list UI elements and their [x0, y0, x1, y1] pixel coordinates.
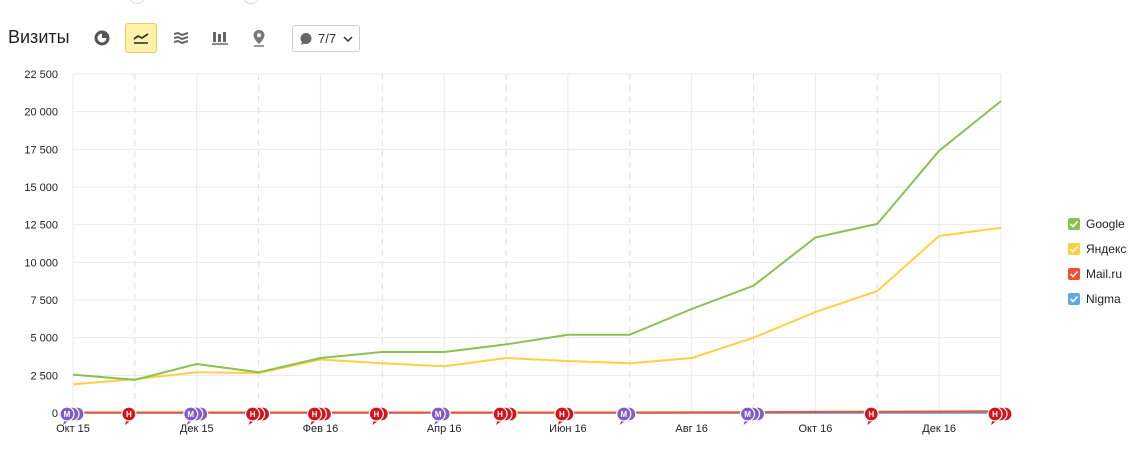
legend-item-Mail.ru[interactable]: Mail.ru [1068, 261, 1136, 286]
y-tick-label: 2 500 [30, 370, 58, 382]
y-tick-label: 10 000 [24, 257, 58, 269]
event-marker-label: H [250, 410, 256, 419]
event-marker-bubble [987, 406, 1003, 422]
event-marker-bubble [368, 406, 384, 422]
map-pin-icon [253, 30, 265, 47]
chart-toolbar: Визиты [0, 0, 1136, 60]
x-tick-label: Дек 15 [180, 423, 214, 435]
y-tick-label: 22 500 [24, 69, 58, 81]
pie-chart-icon [94, 30, 110, 46]
event-marker[interactable]: M [739, 406, 766, 425]
bar-chart-button[interactable] [204, 23, 236, 53]
event-marker-bubble [245, 406, 261, 422]
event-marker[interactable]: M [616, 406, 637, 425]
event-marker-label: H [497, 410, 503, 419]
area-chart-button[interactable] [165, 23, 197, 53]
legend: Google Яндекс Mail.ru Nigma [1068, 211, 1136, 311]
line-chart-button[interactable] [125, 23, 157, 53]
event-marker-label: M [435, 410, 442, 419]
line-chart-icon [133, 33, 149, 44]
y-tick-label: 7 500 [30, 295, 58, 307]
event-marker-bubble [306, 406, 323, 422]
event-marker-label: H [373, 410, 379, 419]
annotations-dropdown[interactable]: 7/7 [292, 25, 360, 52]
x-axis: Окт 15 Дек 15 Фев 16 Апр 16 Июн 16 Авг 16 Окт … [56, 423, 956, 435]
x-tick-label: Дек 16 [922, 423, 956, 435]
legend-label: Google [1086, 216, 1125, 231]
event-marker[interactable]: H [245, 406, 271, 425]
series-line-Mail.ru [73, 410, 1002, 414]
y-tick-label: 12 500 [24, 220, 58, 232]
y-tick-label: 5 000 [30, 333, 58, 345]
event-marker[interactable]: H [368, 406, 389, 425]
checkbox-checked-icon [1068, 267, 1080, 280]
event-marker[interactable]: M [59, 406, 85, 425]
event-marker[interactable]: H [863, 406, 879, 425]
event-marker-label: H [559, 410, 565, 419]
event-marker-label: H [312, 410, 318, 419]
x-tick-label: Апр 16 [427, 423, 462, 435]
event-marker-bubble [554, 406, 570, 422]
x-tick-label: Фев 16 [303, 423, 339, 435]
legend-label: Mail.ru [1086, 266, 1123, 281]
map-button[interactable] [243, 23, 275, 53]
event-marker-label: H [126, 410, 132, 419]
event-marker[interactable]: H [554, 406, 575, 425]
event-marker-bubble [492, 406, 508, 422]
event-marker-bubble [121, 406, 137, 422]
checkbox-checked-icon [1068, 242, 1080, 255]
legend-item-Google[interactable]: Google [1068, 211, 1136, 236]
x-tick-label: Окт 16 [798, 423, 832, 435]
y-axis: 0 2 500 5 000 7 500 10 000 12 500 15 000 17 500… [24, 69, 58, 420]
legend-item-Nigma[interactable]: Nigma [1068, 286, 1136, 311]
event-marker-bubble [739, 406, 756, 422]
legend-label: Яндекс [1086, 241, 1127, 256]
event-marker[interactable]: H [121, 406, 137, 425]
pie-chart-button[interactable] [86, 23, 118, 53]
event-marker-bubble [616, 406, 632, 422]
event-marker-bubble [183, 406, 199, 422]
event-marker-label: M [620, 410, 627, 419]
event-marker-label: M [187, 410, 194, 419]
event-marker-bubble [863, 406, 879, 422]
checkbox-checked-icon [1068, 217, 1080, 230]
annotations-count: 7/7 [318, 31, 337, 46]
y-tick-label: 15 000 [24, 182, 58, 194]
legend-item-Яндекс[interactable]: Яндекс [1068, 236, 1136, 261]
area-chart-icon [173, 31, 189, 45]
grid [72, 73, 1002, 414]
event-marker-bubble [59, 406, 75, 422]
checkbox-checked-icon [1068, 292, 1080, 305]
event-marker-label: H [992, 410, 998, 419]
series [72, 100, 1002, 414]
bar-chart-icon [212, 32, 228, 45]
x-tick-label: Окт 15 [56, 423, 90, 435]
chevron-down-icon [343, 35, 353, 42]
chart-title: Визиты [8, 27, 70, 47]
event-marker-label: M [64, 410, 71, 419]
event-marker[interactable]: M [183, 406, 209, 425]
event-marker[interactable]: H [492, 406, 518, 425]
event-marker-label: H [868, 410, 874, 419]
comment-icon [300, 32, 312, 45]
x-tick-label: Июн 16 [549, 423, 587, 435]
series-line-Google [72, 100, 1002, 381]
event-marker-label: M [744, 410, 751, 419]
y-tick-label: 0 [52, 408, 58, 420]
event-marker-bubble [430, 406, 446, 422]
event-marker[interactable]: M [430, 406, 451, 425]
y-tick-label: 17 500 [24, 144, 58, 156]
event-marker[interactable]: H [306, 406, 333, 425]
legend-label: Nigma [1086, 291, 1121, 306]
series-line-Яндекс [72, 226, 1002, 386]
event-marker[interactable]: H [987, 406, 1013, 425]
x-tick-label: Авг 16 [675, 423, 707, 435]
y-tick-label: 20 000 [24, 107, 58, 119]
